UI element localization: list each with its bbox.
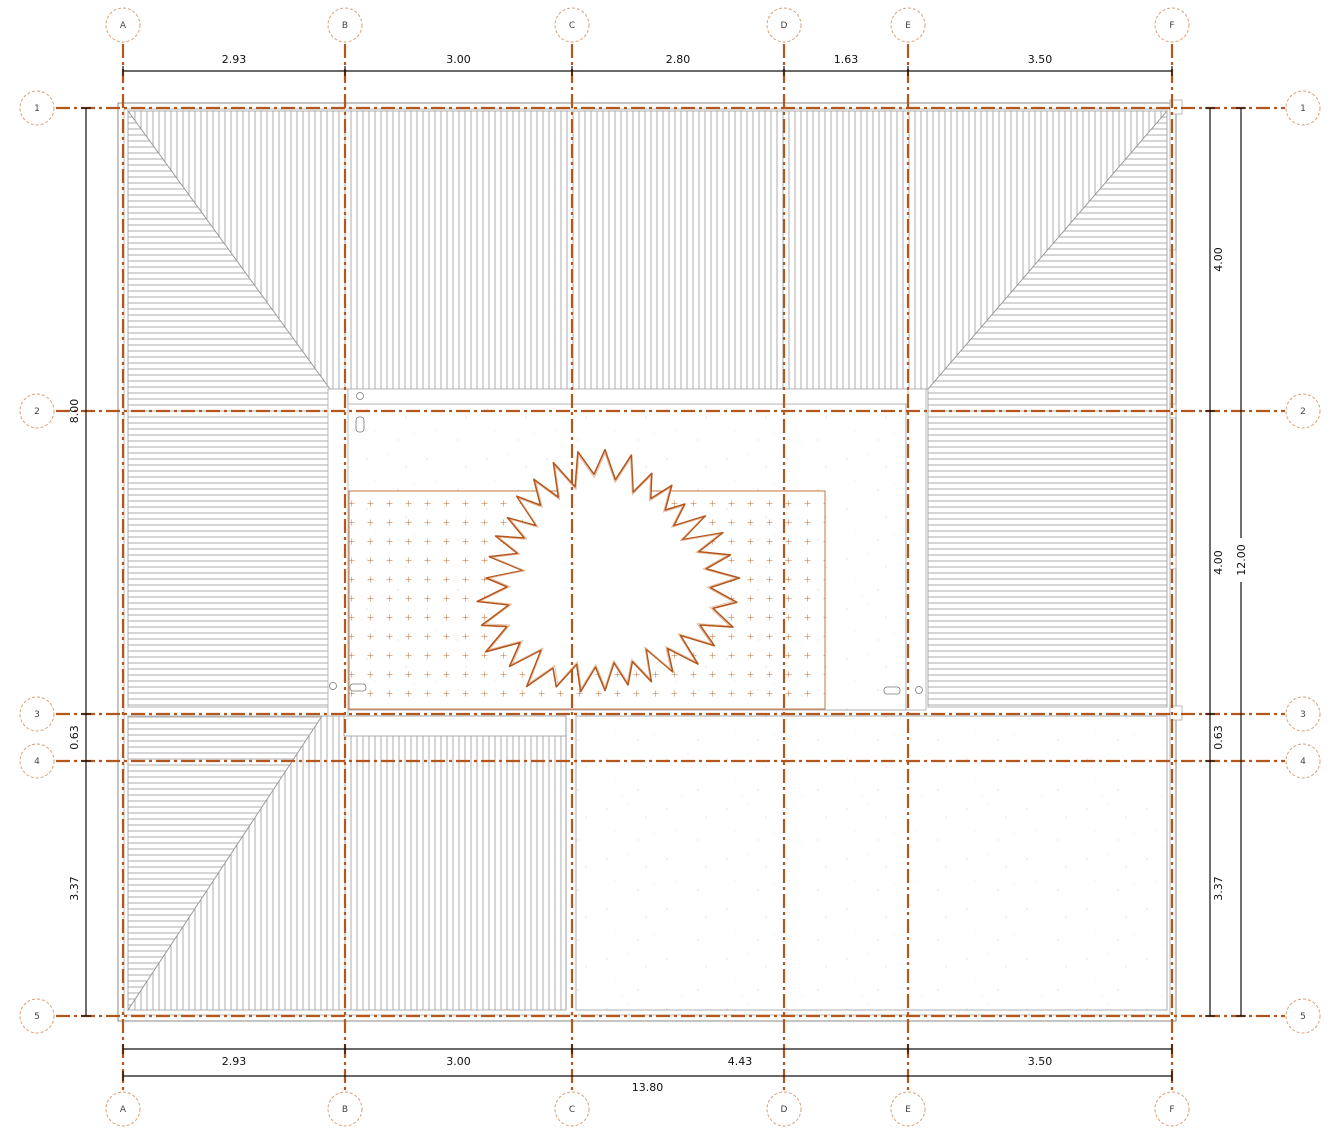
grid-bubble-label: B — [342, 21, 348, 31]
dimension-label: 4.00 — [1212, 247, 1225, 272]
grid-bubble-left-1: 1 — [19, 90, 55, 126]
grid-bubble-label: 3 — [1300, 710, 1306, 720]
grid-bubble-bottom-e: E — [890, 1091, 926, 1127]
drain-icon — [915, 686, 923, 694]
tree-canopy-icon — [476, 448, 741, 693]
grid-bubble-label: D — [781, 1105, 788, 1115]
grid-bubble-label: B — [342, 1105, 348, 1115]
dimension-overall-right: 12.00 — [1234, 107, 1248, 1017]
dimension-label: 2.80 — [666, 53, 691, 66]
dimension-label: 3.00 — [446, 1055, 471, 1068]
dimension-label: 1.63 — [834, 53, 859, 66]
grid-bubble-right-2: 2 — [1285, 393, 1321, 429]
grid-bubble-label: C — [569, 21, 575, 31]
dimension-label: 4.43 — [728, 1055, 753, 1068]
grid-bubble-label: F — [1169, 21, 1174, 31]
dimension-chain-top: 2.93 3.00 2.80 1.63 3.50 — [122, 53, 1173, 76]
grid-bubble-label: 2 — [1300, 407, 1306, 417]
dimension-chain-right: 4.00 4.00 0.63 3.37 — [1205, 107, 1225, 1017]
dimension-chain-bottom: 2.93 3.00 4.43 3.50 — [122, 1044, 1173, 1068]
grid-bubble-bottom-b: B — [327, 1091, 363, 1127]
grid-bubble-right-5: 5 — [1285, 998, 1321, 1034]
dimension-label: 12.00 — [1235, 544, 1248, 576]
dimension-label: 0.63 — [1212, 725, 1225, 750]
grid-bubble-label: 3 — [34, 710, 40, 720]
terrace-east — [575, 715, 1168, 1011]
dimension-label: 13.80 — [632, 1081, 664, 1094]
dimension-label: 3.37 — [1212, 876, 1225, 901]
grid-bubble-left-4: 4 — [19, 743, 55, 779]
pipe-icon — [349, 683, 367, 692]
grid-bubble-label: A — [120, 1105, 127, 1115]
grid-bubble-label: 2 — [34, 407, 40, 417]
grid-bubble-bottom-d: D — [766, 1091, 802, 1127]
dimension-label: 4.00 — [1212, 550, 1225, 575]
dimension-lines: 2.93 3.00 2.80 1.63 3.50 2.93 3.00 4.43 3.50 13.8… — [68, 53, 1248, 1094]
grid-bubble-left-5: 5 — [19, 998, 55, 1034]
dimension-label: 0.63 — [68, 725, 81, 750]
dimension-label: 3.50 — [1028, 1055, 1053, 1068]
roof-plane-east — [927, 109, 1168, 708]
grid-bubble-label: E — [905, 21, 911, 31]
grid-bubble-label: A — [120, 21, 127, 31]
grid-bubble-right-1: 1 — [1285, 90, 1321, 126]
grid-bubble-bottom-f: F — [1154, 1091, 1190, 1127]
dimension-label: 2.93 — [222, 53, 247, 66]
drain-icon — [329, 682, 337, 690]
grid-bubble-bottom-a: A — [105, 1091, 141, 1127]
grid-bubble-label: 5 — [34, 1012, 40, 1022]
dimension-label: 3.50 — [1028, 53, 1053, 66]
grid-bubble-top-c: C — [554, 7, 590, 43]
grid-bubble-label: C — [569, 1105, 575, 1115]
pipe-icon — [355, 416, 365, 433]
grid-bubble-top-a: A — [105, 7, 141, 43]
grid-bubble-left-2: 2 — [19, 393, 55, 429]
dimension-label: 3.37 — [68, 876, 81, 901]
structural-grid — [56, 44, 1285, 1094]
grid-bubbles: A A B B C C D D E E F F 1 1 2 2 3 3 4 4 5 5 — [19, 7, 1321, 1127]
dimension-overall-bottom: 13.80 — [122, 1071, 1173, 1094]
pipe-icon — [883, 686, 901, 695]
grid-bubble-left-3: 3 — [19, 696, 55, 732]
dimension-label: 3.00 — [446, 53, 471, 66]
grid-bubble-bottom-c: C — [554, 1091, 590, 1127]
dimension-chain-left: 8.00 0.63 3.37 — [68, 107, 91, 1017]
grid-bubble-label: 1 — [1300, 104, 1306, 114]
grid-bubble-label: F — [1169, 1105, 1174, 1115]
grid-bubble-label: 4 — [34, 757, 40, 767]
drain-icon — [356, 392, 364, 400]
grid-bubble-top-f: F — [1154, 7, 1190, 43]
fixtures — [329, 392, 923, 695]
dimension-label: 8.00 — [68, 399, 81, 424]
grid-bubble-label: 5 — [1300, 1012, 1306, 1022]
grid-bubble-label: E — [905, 1105, 911, 1115]
roof-strip-south — [343, 715, 567, 737]
grid-bubble-right-3: 3 — [1285, 696, 1321, 732]
grid-bubble-label: D — [781, 21, 788, 31]
grid-bubble-top-e: E — [890, 7, 926, 43]
grid-bubble-label: 1 — [34, 104, 40, 114]
grid-bubble-top-d: D — [766, 7, 802, 43]
dimension-label: 2.93 — [222, 1055, 247, 1068]
grid-bubble-top-b: B — [327, 7, 363, 43]
grid-bubble-label: 4 — [1300, 757, 1306, 767]
grid-bubble-right-4: 4 — [1285, 743, 1321, 779]
